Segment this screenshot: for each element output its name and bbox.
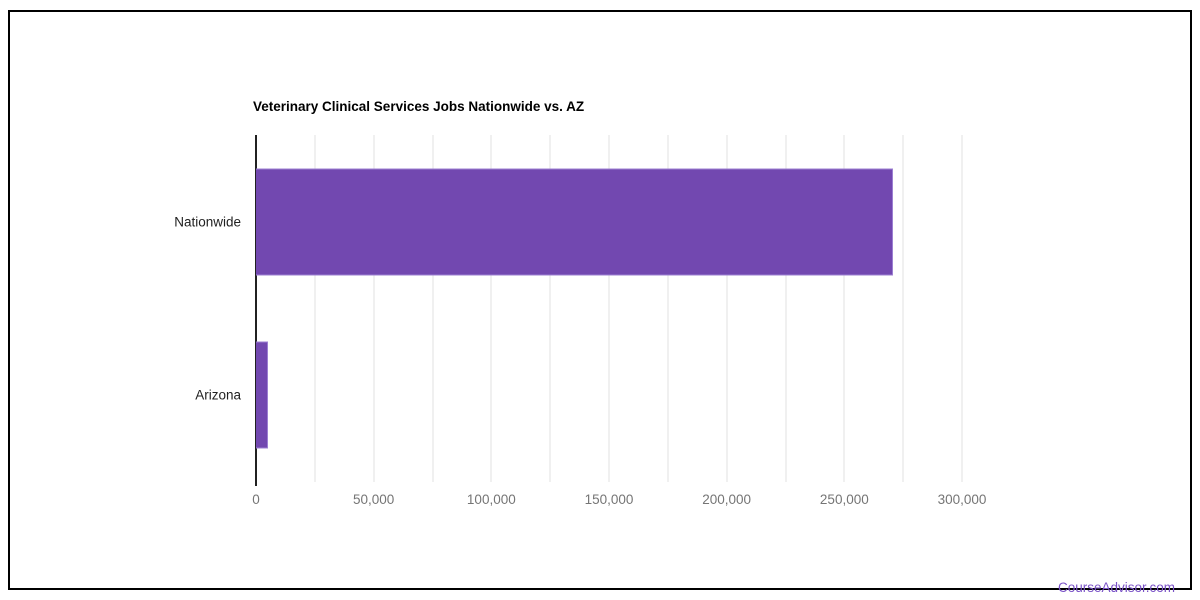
- value-axis-labels: 0 50,000 100,000 150,000 200,000 250,000 300,0…: [252, 492, 986, 512]
- gridline: [961, 135, 963, 482]
- x-tick-label: 250,000: [819, 492, 869, 507]
- gridline: [902, 135, 904, 482]
- page-frame: Veterinary Clinical Services Jobs Nation…: [8, 10, 1192, 595]
- footer-link[interactable]: CourseAdvisor.com: [1057, 580, 1175, 595]
- x-tick-label: 100,000: [466, 492, 516, 507]
- gridline: [490, 135, 492, 482]
- x-tick-label: 300,000: [937, 492, 987, 507]
- gridline: [785, 135, 786, 482]
- gridline: [549, 135, 551, 482]
- gridline: [726, 135, 728, 482]
- x-tick-label: 50,000: [353, 492, 395, 507]
- x-tick-label: 200,000: [702, 492, 752, 507]
- bar-arizona: [256, 341, 268, 449]
- category-label: Nationwide: [174, 214, 241, 230]
- gridline: [432, 135, 433, 482]
- bar-nationwide: [256, 168, 894, 276]
- x-tick-label: 0: [252, 492, 260, 507]
- category-label: Arizona: [195, 387, 241, 403]
- chart-title: Veterinary Clinical Services Jobs Nation…: [253, 99, 585, 114]
- gridline: [608, 135, 610, 482]
- gridline: [667, 135, 669, 482]
- x-tick-label: 150,000: [584, 492, 634, 507]
- plot-area: [255, 135, 963, 486]
- baseline-axis: [255, 135, 257, 486]
- gridline: [843, 135, 845, 482]
- gridline: [314, 135, 316, 482]
- gridline: [373, 135, 375, 482]
- category-axis-labels: Nationwide Arizona: [50, 135, 241, 482]
